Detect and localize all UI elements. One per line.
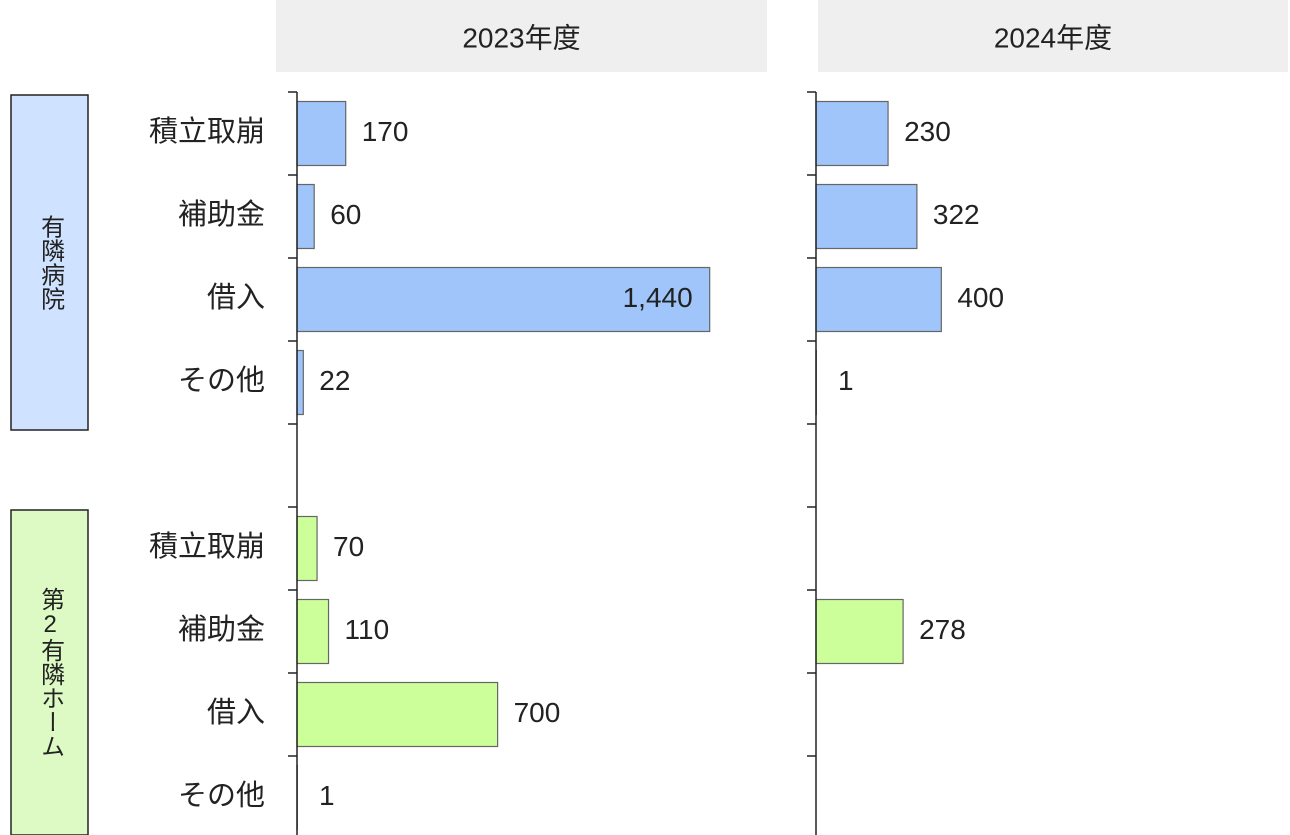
value-label: 322 <box>933 199 980 230</box>
category-label: 積立取崩 <box>149 530 265 563</box>
value-label: 170 <box>362 116 409 147</box>
value-label: 70 <box>333 531 364 562</box>
bar <box>296 183 315 250</box>
bar <box>815 266 942 333</box>
category-label: 借入 <box>207 696 265 729</box>
bar <box>815 183 918 250</box>
group-box <box>10 509 89 835</box>
category-label: 補助金 <box>178 613 265 646</box>
panel-title: 2024年度 <box>994 22 1112 53</box>
value-label: 1,440 <box>623 282 693 313</box>
value-label: 1 <box>838 365 854 396</box>
panel-header <box>818 0 1288 72</box>
bar <box>296 266 711 333</box>
panel-header <box>276 0 767 72</box>
bar <box>296 515 318 582</box>
value-label: 22 <box>319 365 350 396</box>
category-label: 積立取崩 <box>149 115 265 148</box>
value-label: 110 <box>345 614 390 645</box>
category-label: 補助金 <box>178 198 265 231</box>
value-label: 1 <box>319 780 335 811</box>
bar <box>296 100 347 167</box>
bar <box>296 349 304 416</box>
group-label: 有隣病院 <box>37 215 65 311</box>
value-label: 700 <box>514 697 561 728</box>
value-label: 400 <box>957 282 1004 313</box>
bar <box>296 681 499 748</box>
category-label: その他 <box>178 779 265 812</box>
group-box <box>10 94 89 431</box>
category-label: その他 <box>178 364 265 397</box>
bar <box>296 598 330 665</box>
value-label: 60 <box>330 199 361 230</box>
category-label: 借入 <box>207 281 265 314</box>
value-label: 278 <box>919 614 966 645</box>
value-label: 230 <box>904 116 951 147</box>
group-label: 第2有隣ホーム <box>37 587 65 758</box>
panel-title: 2023年度 <box>462 22 580 53</box>
bar <box>815 598 904 665</box>
bar <box>815 100 889 167</box>
